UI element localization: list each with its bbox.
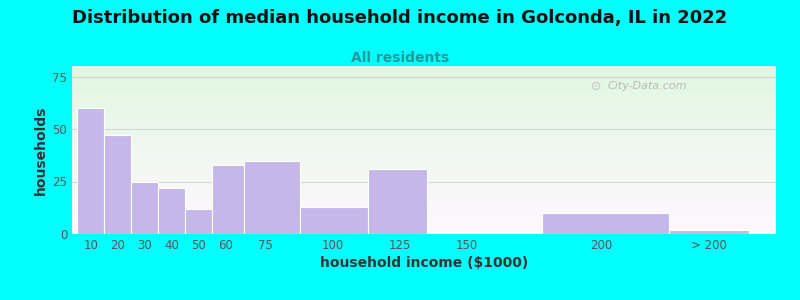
Bar	[669, 230, 749, 234]
Bar	[131, 182, 158, 234]
Text: All residents: All residents	[351, 51, 449, 65]
Y-axis label: households: households	[34, 105, 48, 195]
Text: City-Data.com: City-Data.com	[607, 81, 686, 91]
Bar	[244, 160, 300, 234]
Bar	[367, 169, 426, 234]
Bar	[78, 108, 104, 234]
X-axis label: household income ($1000): household income ($1000)	[320, 256, 528, 270]
Bar	[542, 213, 669, 234]
Bar	[158, 188, 185, 234]
Bar	[104, 135, 131, 234]
Bar	[300, 207, 367, 234]
Bar	[185, 209, 212, 234]
Text: ⊙: ⊙	[591, 80, 602, 93]
Bar	[212, 165, 244, 234]
Text: Distribution of median household income in Golconda, IL in 2022: Distribution of median household income …	[72, 9, 728, 27]
